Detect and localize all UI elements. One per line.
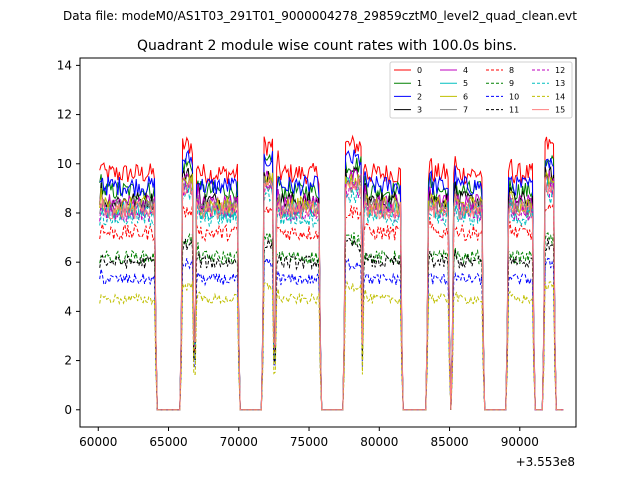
series-line-15 [99, 177, 564, 411]
legend-label-9: 9 [509, 79, 514, 88]
chart-title: Quadrant 2 module wise count rates with … [137, 38, 517, 54]
series-line-9 [99, 232, 564, 411]
series-line-14 [99, 280, 564, 411]
y-tick-label: 6 [64, 255, 72, 269]
legend-frame [389, 61, 573, 119]
legend-label-15: 15 [555, 106, 565, 115]
y-tick-label: 8 [64, 206, 72, 220]
series-line-13 [99, 185, 564, 411]
x-tick-label: 90000 [501, 435, 539, 449]
series-line-5 [99, 176, 564, 411]
suptitle: Data file: modeM0/AS1T03_291T01_90000042… [63, 9, 577, 23]
series-line-10 [99, 256, 564, 411]
x-tick-label: 75000 [290, 435, 328, 449]
legend-label-6: 6 [463, 92, 468, 101]
series-line-0 [99, 134, 564, 411]
series-line-8 [99, 202, 564, 411]
plot-frame [79, 57, 577, 428]
series-line-12 [99, 180, 564, 411]
y-tick-label: 0 [64, 403, 72, 417]
y-tick-label: 14 [57, 58, 72, 72]
series-line-11 [99, 237, 564, 411]
legend-label-7: 7 [463, 106, 468, 115]
series-line-2 [99, 149, 564, 411]
x-tick-label: 70000 [220, 435, 258, 449]
series-line-3 [99, 165, 564, 411]
legend-label-10: 10 [509, 92, 519, 101]
series-layer [99, 134, 564, 411]
legend-label-4: 4 [463, 66, 468, 75]
legend-label-3: 3 [417, 106, 422, 115]
series-line-1 [99, 153, 564, 411]
x-tick-label: 85000 [430, 435, 468, 449]
y-tick-label: 4 [64, 304, 72, 318]
series-line-6 [99, 170, 564, 411]
series-line-7 [99, 175, 564, 411]
y-axis: 0 2 4 6 8 10 12 14 [57, 58, 80, 417]
x-offset-label: +3.553e8 [516, 455, 575, 469]
y-tick-label: 2 [64, 354, 72, 368]
legend-label-13: 13 [555, 79, 565, 88]
legend-label-8: 8 [509, 66, 514, 75]
legend-label-12: 12 [555, 66, 565, 75]
x-axis: 60000 65000 70000 75000 80000 85000 90000 [79, 427, 539, 449]
y-tick-label: 10 [57, 157, 72, 171]
legend-label-5: 5 [463, 79, 468, 88]
legend-label-14: 14 [555, 92, 565, 101]
x-tick-label: 65000 [149, 435, 187, 449]
x-tick-label: 60000 [79, 435, 117, 449]
x-tick-label: 80000 [360, 435, 398, 449]
legend-label-2: 2 [417, 92, 422, 101]
series-line-4 [99, 168, 564, 411]
y-tick-label: 12 [57, 108, 72, 122]
legend-label-1: 1 [417, 79, 422, 88]
legend-label-11: 11 [509, 106, 519, 115]
legend-label-0: 0 [417, 66, 422, 75]
